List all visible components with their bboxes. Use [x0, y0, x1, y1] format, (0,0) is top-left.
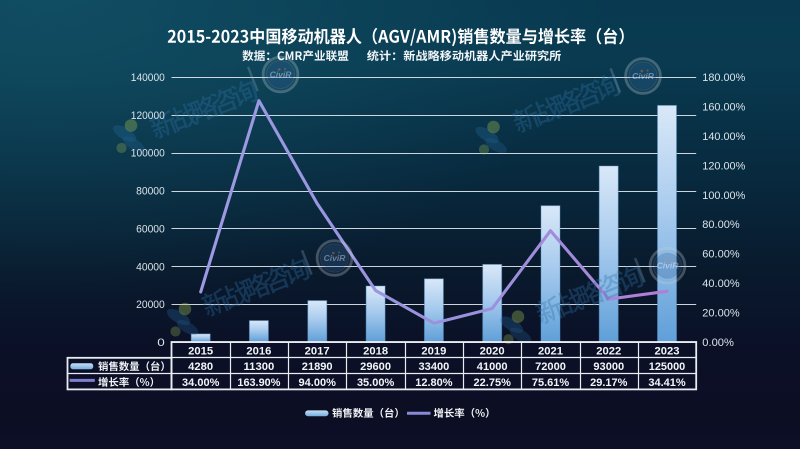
- svg-text:40.00%: 40.00%: [702, 278, 740, 290]
- svg-text:CiviR: CiviR: [324, 253, 347, 263]
- svg-text:2021: 2021: [538, 345, 563, 357]
- svg-text:2020: 2020: [480, 345, 505, 357]
- svg-text:11300: 11300: [244, 361, 275, 373]
- svg-text:CiviR: CiviR: [657, 261, 680, 271]
- svg-text:72000: 72000: [535, 361, 566, 373]
- svg-text:140.00%: 140.00%: [702, 131, 745, 143]
- svg-text:22.75%: 22.75%: [474, 377, 512, 389]
- svg-text:20.00%: 20.00%: [702, 308, 740, 320]
- svg-text:80.00%: 80.00%: [702, 219, 740, 231]
- svg-text:163.90%: 163.90%: [237, 377, 280, 389]
- svg-text:100.00%: 100.00%: [702, 190, 745, 202]
- svg-text:2017: 2017: [305, 345, 330, 357]
- svg-text:93000: 93000: [593, 361, 624, 373]
- svg-text:0: 0: [157, 337, 165, 349]
- svg-text:80000: 80000: [136, 186, 165, 198]
- svg-text:100000: 100000: [131, 148, 165, 160]
- svg-text:2019: 2019: [421, 345, 446, 357]
- svg-text:120000: 120000: [131, 110, 165, 122]
- svg-text:20000: 20000: [136, 299, 165, 311]
- svg-text:21890: 21890: [302, 361, 333, 373]
- svg-text:2023: 2023: [655, 345, 680, 357]
- svg-text:34.00%: 34.00%: [182, 377, 220, 389]
- svg-text:2016: 2016: [246, 345, 271, 357]
- svg-text:33400: 33400: [419, 361, 450, 373]
- svg-text:2022: 2022: [596, 345, 621, 357]
- svg-text:140000: 140000: [131, 72, 165, 84]
- svg-text:75.61%: 75.61%: [532, 377, 570, 389]
- svg-text:12.80%: 12.80%: [415, 377, 453, 389]
- svg-text:40000: 40000: [136, 261, 165, 273]
- svg-text:41000: 41000: [477, 361, 508, 373]
- svg-text:34.41%: 34.41%: [648, 377, 686, 389]
- svg-text:120.00%: 120.00%: [702, 160, 745, 172]
- svg-text:60.00%: 60.00%: [702, 249, 740, 261]
- svg-text:160.00%: 160.00%: [702, 101, 745, 113]
- svg-text:29600: 29600: [360, 361, 391, 373]
- svg-text:2018: 2018: [363, 345, 388, 357]
- svg-text:35.00%: 35.00%: [357, 377, 395, 389]
- svg-text:180.00%: 180.00%: [702, 72, 745, 84]
- svg-text:0.00%: 0.00%: [702, 337, 734, 349]
- svg-text:4280: 4280: [188, 361, 213, 373]
- svg-text:125000: 125000: [649, 361, 686, 373]
- svg-text:CiviR: CiviR: [270, 69, 293, 79]
- svg-text:94.00%: 94.00%: [299, 377, 337, 389]
- svg-text:2015: 2015: [188, 345, 213, 357]
- svg-text:CiviR: CiviR: [632, 71, 655, 81]
- svg-text:60000: 60000: [136, 223, 165, 235]
- svg-text:29.17%: 29.17%: [590, 377, 628, 389]
